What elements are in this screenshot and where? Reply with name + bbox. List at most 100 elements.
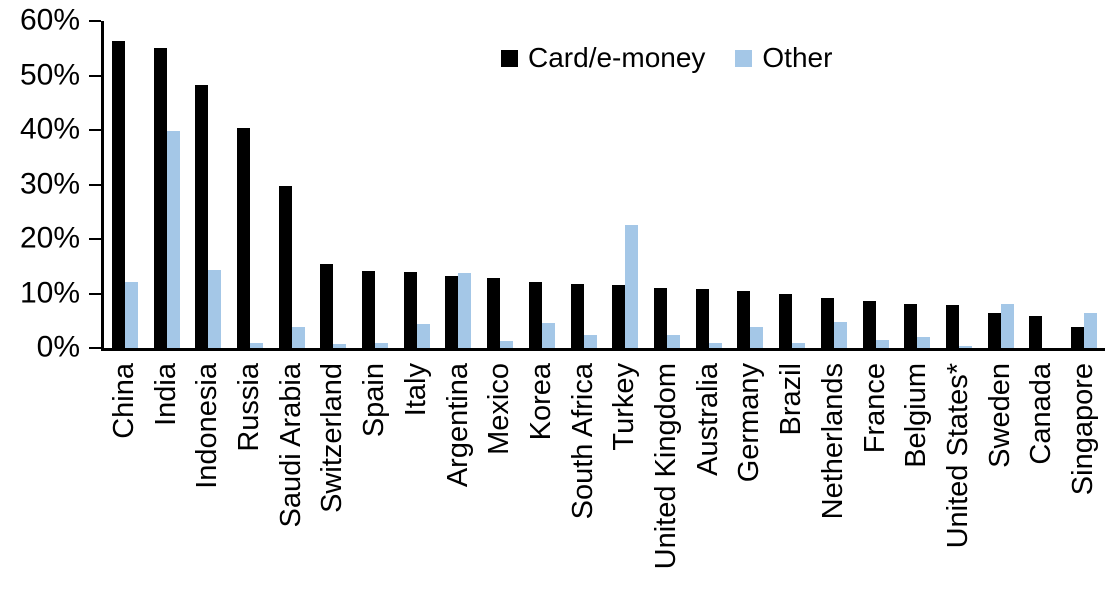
bar-card-e-money xyxy=(445,275,459,348)
x-axis-label: Argentina xyxy=(441,363,474,488)
bar-group-china xyxy=(104,21,146,348)
bar-card-e-money xyxy=(612,284,626,348)
x-axis-label: India xyxy=(149,363,182,426)
x-label-cell: Russia xyxy=(229,363,271,594)
y-tick-label: 40% xyxy=(19,112,80,146)
bar-group-argentina xyxy=(438,21,480,348)
bar-group-germany xyxy=(730,21,772,348)
x-label-cell: Switzerland xyxy=(313,363,355,594)
bar-other xyxy=(792,342,806,348)
y-tick-label: 30% xyxy=(19,166,80,200)
chart-legend: Card/e-money Other xyxy=(501,42,832,74)
x-label-cell: Germany xyxy=(730,363,772,594)
bar-other xyxy=(875,339,889,348)
x-label-cell: Indonesia xyxy=(187,363,229,594)
x-label-cell: Korea xyxy=(521,363,563,594)
x-axis-label: Brazil xyxy=(775,363,808,436)
x-label-cell: Spain xyxy=(354,363,396,594)
bar-other xyxy=(500,340,514,348)
bar-card-e-money xyxy=(403,271,417,348)
x-label-cell: Italy xyxy=(396,363,438,594)
bar-card-e-money xyxy=(487,277,501,348)
y-tick-mark xyxy=(89,129,101,132)
bar-other xyxy=(375,343,389,348)
legend-item-card-e-money: Card/e-money xyxy=(501,42,705,74)
x-axis-label: Netherlands xyxy=(816,363,849,520)
bar-group-mexico xyxy=(479,21,521,348)
legend-item-other: Other xyxy=(735,42,832,74)
x-axis-label: Australia xyxy=(691,363,724,476)
x-label-cell: France xyxy=(855,363,897,594)
bar-card-e-money xyxy=(945,304,959,348)
y-axis-labels: 0% 10% 20% 30% 40% 50% 60% xyxy=(0,0,80,594)
legend-label-card-e-money: Card/e-money xyxy=(528,42,706,73)
y-tick-mark xyxy=(89,74,101,77)
x-axis-label: China xyxy=(107,363,140,439)
bar-card-e-money xyxy=(195,85,209,348)
bar-group-brazil xyxy=(771,21,813,348)
bar-other xyxy=(124,281,138,348)
bar-other xyxy=(708,343,722,348)
x-label-cell: Sweden xyxy=(980,363,1022,594)
bar-group-australia xyxy=(688,21,730,348)
bar-card-e-money xyxy=(278,185,292,348)
x-axis-label: Korea xyxy=(524,363,557,441)
x-label-cell: Canada xyxy=(1021,363,1063,594)
bar-card-e-money xyxy=(779,294,793,348)
bar-group-singapore xyxy=(1063,21,1105,348)
bar-group-belgium xyxy=(896,21,938,348)
y-tick-mark xyxy=(89,183,101,186)
bar-group-switzerland xyxy=(313,21,355,348)
bar-other xyxy=(166,131,180,348)
x-axis-label: Singapore xyxy=(1067,363,1100,496)
bar-group-france xyxy=(855,21,897,348)
bar-card-e-money xyxy=(111,41,125,348)
bar-other xyxy=(541,323,555,348)
y-tick-mark xyxy=(89,347,101,349)
bar-card-e-money xyxy=(695,289,709,348)
x-axis-label: Germany xyxy=(733,363,766,483)
y-tick-label: 60% xyxy=(19,3,80,37)
bar-card-e-money xyxy=(320,263,334,348)
bar-group-italy xyxy=(396,21,438,348)
y-tick-label: 10% xyxy=(19,275,80,309)
bar-group-united-states xyxy=(938,21,980,348)
y-tick-mark xyxy=(89,292,101,295)
legend-label-other: Other xyxy=(762,42,833,73)
y-tick-label: 50% xyxy=(19,57,80,91)
x-axis-label: Belgium xyxy=(900,363,933,468)
bar-group-netherlands xyxy=(813,21,855,348)
x-label-cell: United Kingdom xyxy=(646,363,688,594)
x-axis-label: Sweden xyxy=(983,363,1016,468)
x-axis-label: Canada xyxy=(1025,363,1058,465)
bar-card-e-money xyxy=(362,271,376,348)
x-label-cell: Australia xyxy=(688,363,730,594)
bar-group-spain xyxy=(354,21,396,348)
bar-group-russia xyxy=(229,21,271,348)
bar-group-saudi-arabia xyxy=(271,21,313,348)
bar-other xyxy=(625,224,639,348)
y-tick-mark xyxy=(89,238,101,241)
bar-group-turkey xyxy=(604,21,646,348)
bar-card-e-money xyxy=(153,47,167,348)
bar-other xyxy=(958,346,972,348)
x-label-cell: Singapore xyxy=(1063,363,1105,594)
x-axis-label: South Africa xyxy=(566,363,599,520)
x-axis-label: Russia xyxy=(233,363,266,452)
bar-group-indonesia xyxy=(187,21,229,348)
bar-card-e-money xyxy=(653,288,667,348)
bar-other xyxy=(583,334,597,348)
x-axis-label: United Kingdom xyxy=(650,363,683,570)
x-axis-label: United States* xyxy=(941,363,974,549)
x-label-cell: Turkey xyxy=(604,363,646,594)
bar-card-e-money xyxy=(528,281,542,348)
x-axis-labels: China India Indonesia Russia Saudi Arabia Swi… xyxy=(104,363,1105,594)
legend-swatch-card-e-money-icon xyxy=(501,49,518,67)
x-label-cell: Brazil xyxy=(771,363,813,594)
bar-card-e-money xyxy=(862,301,876,348)
x-label-cell: Belgium xyxy=(896,363,938,594)
bar-card-e-money xyxy=(820,298,834,348)
x-axis-label: Italy xyxy=(399,363,432,417)
y-tick-label: 20% xyxy=(19,221,80,255)
